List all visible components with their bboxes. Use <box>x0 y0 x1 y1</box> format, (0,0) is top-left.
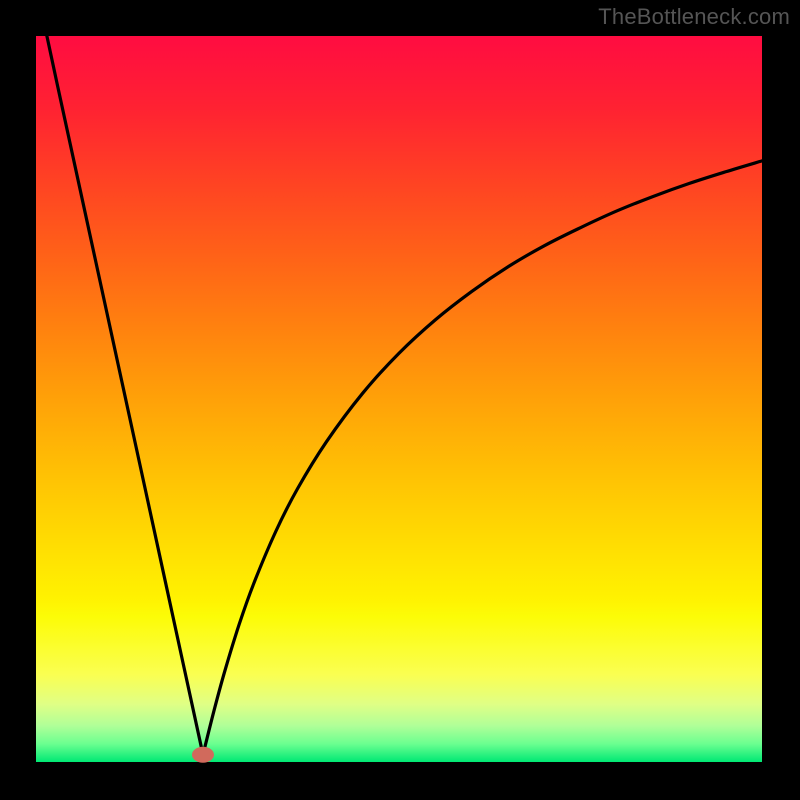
minimum-marker <box>192 747 214 763</box>
watermark-text: TheBottleneck.com <box>598 4 790 30</box>
plot-background <box>36 36 762 762</box>
bottleneck-chart <box>0 0 800 800</box>
